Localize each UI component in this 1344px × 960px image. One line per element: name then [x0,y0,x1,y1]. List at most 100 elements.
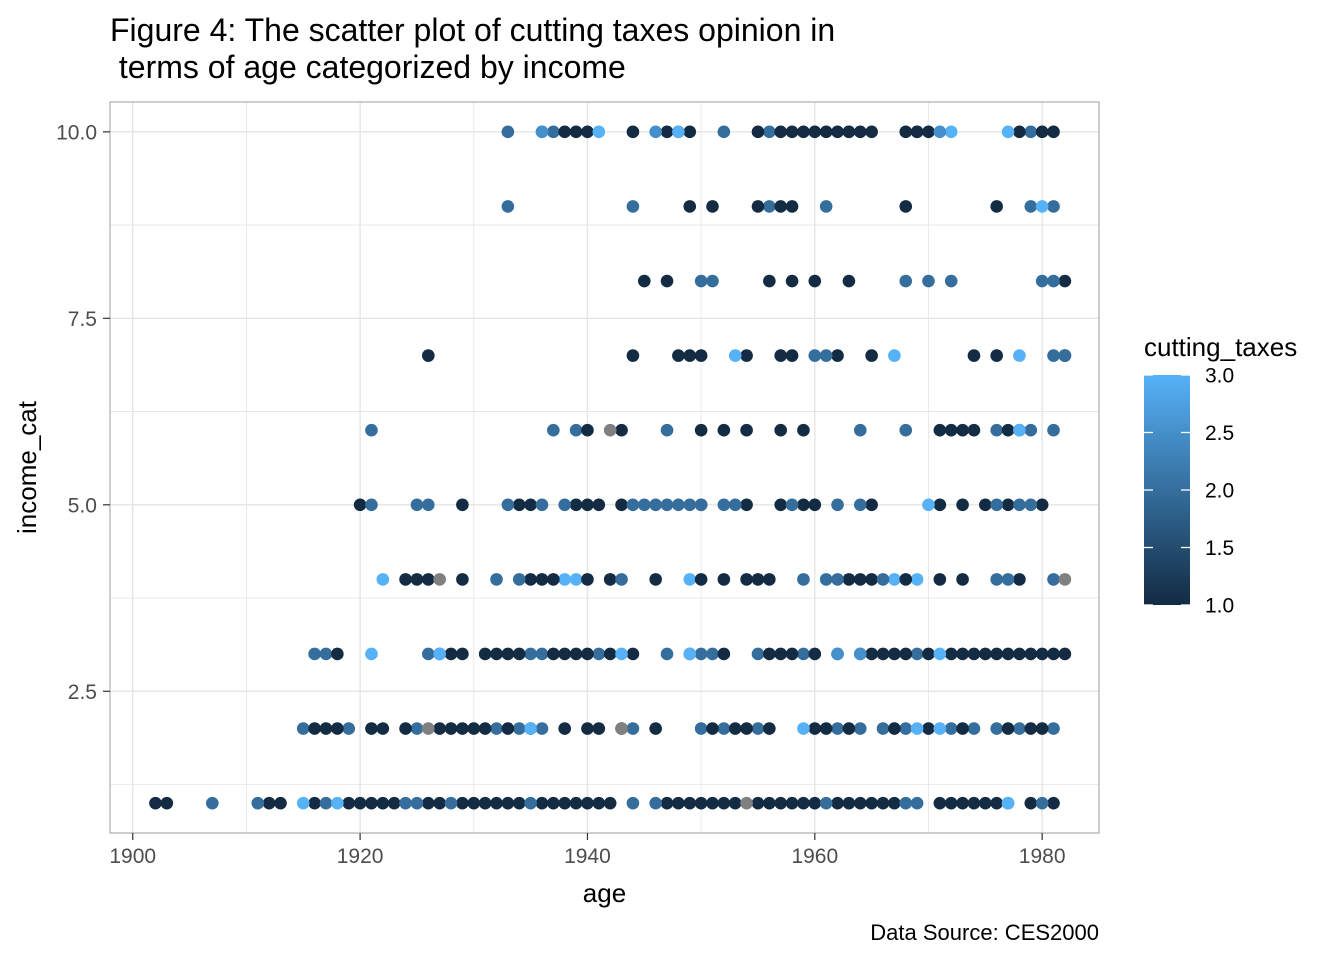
data-point [819,796,833,810]
data-point [467,796,481,810]
data-point [831,573,844,586]
data-point [478,647,492,661]
data-point [808,498,822,512]
chart-title-line1: Figure 4: The scatter plot of cutting ta… [110,12,835,48]
data-point [853,573,867,586]
data-point [592,498,606,512]
data-point [717,423,731,437]
data-point [478,796,492,810]
data-point [865,796,878,810]
data-point [683,796,697,810]
data-point [717,498,731,512]
data-point [456,573,469,586]
data-point [524,722,537,735]
x-tick-label: 1940 [564,845,611,868]
data-point [831,349,844,362]
data-point [160,796,174,810]
data-point [865,349,878,362]
data-point [319,722,333,735]
data-point [717,647,731,661]
data-point [785,796,799,810]
data-point [649,722,662,735]
data-point [967,423,981,437]
data-point [751,722,765,735]
data-point [933,423,947,437]
data-point [626,796,640,810]
data-point [1024,498,1038,512]
data-point [558,722,572,735]
legend-tick-label: 1.5 [1205,537,1234,560]
data-point [376,722,390,735]
data-point [785,349,799,362]
data-point [888,722,901,735]
data-point [763,796,776,810]
data-point [433,796,446,810]
data-point [1035,722,1049,735]
data-point [956,796,969,810]
data-point [274,796,287,810]
data-point [535,498,549,512]
data-point [1001,125,1015,139]
data-point [774,423,787,437]
y-tick-label: 5.0 [68,494,97,517]
data-point [831,722,844,735]
data-point [399,573,412,586]
data-point [819,125,833,139]
y-tick-label: 7.5 [68,308,97,331]
legend-tick-label: 2.5 [1205,422,1234,445]
data-point [660,423,674,437]
data-point [581,423,594,437]
data-point [808,349,822,362]
data-point [626,125,640,139]
legend: cutting_taxes 1.0 1.5 2.0 2.5 3.0 [1144,332,1297,618]
data-point [490,573,503,586]
data-point [444,796,458,810]
data-point [933,796,947,810]
data-point [706,274,719,288]
data-point [1058,274,1072,288]
data-point [763,647,776,661]
data-point [456,796,469,810]
data-point [899,200,913,213]
data-point [422,796,435,810]
data-point [819,200,833,213]
data-point [717,573,731,586]
data-point [581,796,594,810]
data-point [751,200,765,213]
data-point [899,722,913,735]
data-point [456,722,469,735]
data-point [728,722,742,735]
data-point [1058,647,1072,661]
data-point [683,647,697,661]
data-point [1058,573,1072,586]
data-point [501,200,515,213]
data-point [365,647,378,661]
data-point [365,498,378,512]
data-point [524,498,537,512]
data-point [910,722,924,735]
data-point [1001,498,1015,512]
data-point [308,796,321,810]
chart-caption: Data Source: CES2000 [870,920,1099,945]
data-point [569,498,583,512]
data-point [774,647,787,661]
data-point [410,573,424,586]
data-point [490,647,503,661]
data-point [853,125,867,139]
data-point [899,573,913,586]
data-point [956,498,969,512]
data-point [1013,573,1026,586]
data-point [296,796,310,810]
data-point [899,125,913,139]
data-point [819,349,833,362]
data-point [478,722,492,735]
data-point [410,722,424,735]
data-point [547,573,560,586]
data-point [933,573,947,586]
data-point [422,573,435,586]
data-point [865,573,878,586]
data-point [797,796,810,810]
data-point [990,349,1003,362]
data-point [888,349,901,362]
data-point [319,796,333,810]
